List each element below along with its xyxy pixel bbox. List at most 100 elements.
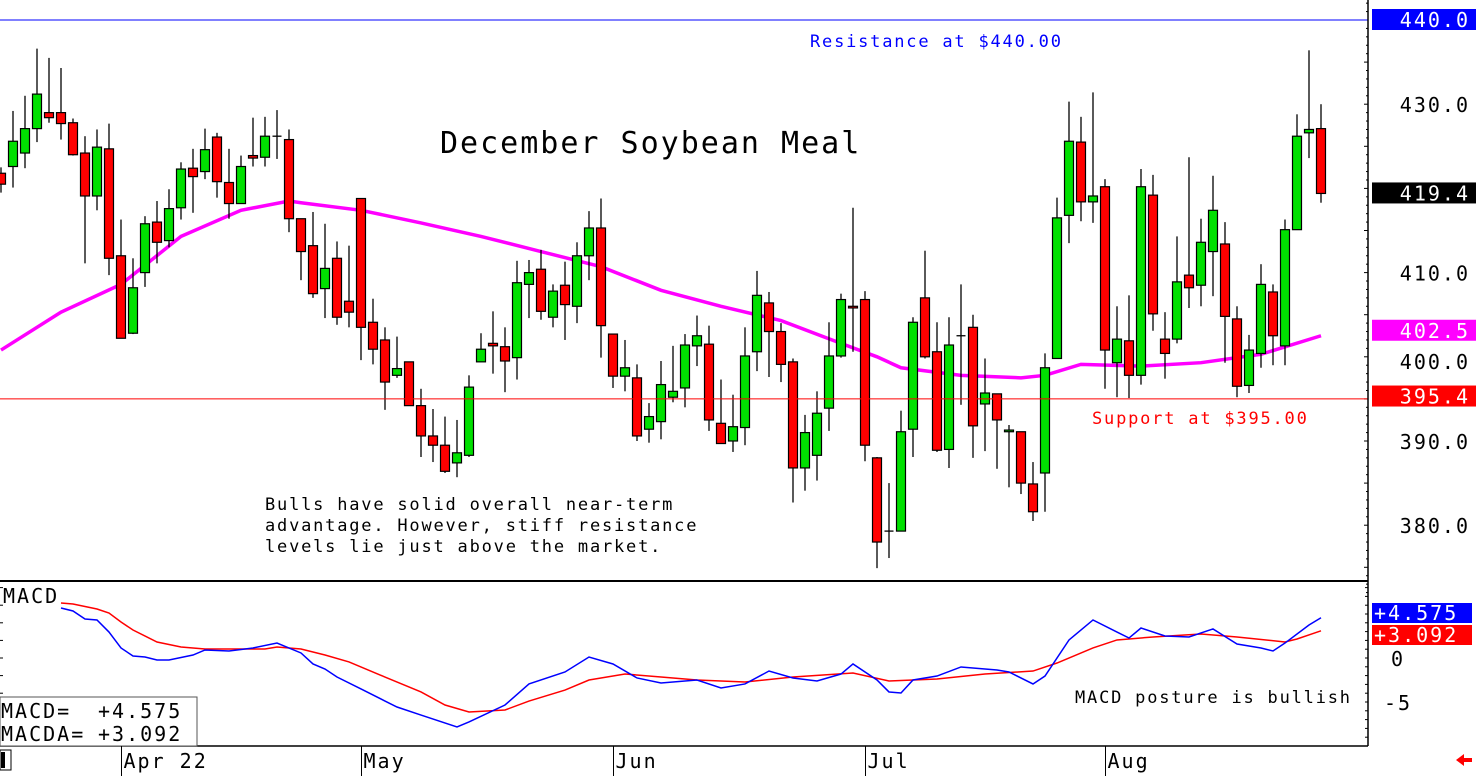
candle	[823, 322, 835, 431]
candle	[943, 317, 955, 468]
candle-body	[859, 298, 871, 446]
candle	[811, 391, 823, 481]
candle	[679, 334, 691, 408]
candle-body	[79, 152, 91, 197]
date-label: Jun	[616, 749, 658, 773]
candle	[991, 393, 1003, 469]
candle-body	[55, 112, 67, 125]
candle-body	[415, 405, 427, 437]
candle-body	[67, 122, 79, 156]
candle	[956, 284, 966, 405]
candle-body	[1075, 141, 1087, 203]
candle	[583, 211, 595, 281]
candle-body	[1291, 135, 1303, 231]
candle-body	[1159, 338, 1171, 355]
candle-body	[1039, 367, 1051, 474]
candle	[499, 327, 511, 393]
candle-body	[1195, 241, 1207, 286]
candle-body	[307, 245, 319, 295]
candle	[631, 364, 643, 441]
candle-body	[427, 435, 439, 446]
candle-body	[463, 386, 475, 456]
candle-body	[919, 297, 931, 358]
candle-body	[1123, 340, 1135, 376]
candle	[727, 394, 739, 452]
candle-body	[1051, 217, 1063, 360]
macd-signal-line	[60, 602, 1322, 713]
macd-tick-label: -5	[1384, 691, 1412, 715]
candle	[1219, 222, 1231, 363]
candle-body	[727, 426, 739, 442]
candle	[163, 189, 175, 248]
candle	[55, 67, 67, 140]
candle	[739, 327, 751, 446]
candle	[1003, 425, 1015, 488]
candle	[319, 223, 331, 319]
candle	[211, 132, 223, 198]
macd-value-tag-box	[1372, 603, 1472, 623]
candle	[391, 336, 403, 378]
candle-body	[583, 227, 595, 257]
candle	[151, 201, 163, 264]
candle	[571, 242, 583, 324]
candle	[643, 403, 655, 443]
scroll-left-arrow-icon[interactable]	[1456, 754, 1472, 766]
candle-body	[751, 294, 763, 353]
candle	[475, 333, 487, 363]
price-tick-label: 380.0	[1400, 514, 1470, 538]
candle-body	[331, 257, 343, 318]
candle	[799, 414, 811, 491]
candle	[223, 148, 235, 219]
candle	[175, 162, 187, 220]
candle	[775, 323, 787, 383]
candle-body	[43, 112, 55, 119]
price-tick-label: 410.0	[1400, 262, 1470, 286]
candle-body	[1315, 128, 1327, 195]
price-tick-400-label: 400.0	[1400, 350, 1470, 374]
candle-body	[847, 305, 859, 309]
candle	[7, 110, 19, 188]
candle	[1099, 179, 1111, 389]
candle-body	[235, 165, 247, 205]
candle-body	[199, 149, 211, 173]
candle-body	[475, 348, 487, 363]
candle	[703, 325, 715, 431]
candle	[307, 211, 319, 298]
ma-value-tag-label: 402.5	[1400, 319, 1470, 343]
candle-body	[1219, 243, 1231, 317]
candle	[79, 136, 91, 264]
candle-body	[775, 330, 787, 365]
scroll-handle[interactable]	[0, 749, 12, 771]
candle-body	[571, 255, 583, 307]
candle	[1027, 462, 1039, 521]
candle-body	[595, 227, 607, 327]
candle-body	[211, 136, 223, 183]
candle	[559, 261, 571, 340]
candle	[1039, 353, 1051, 512]
candle	[379, 327, 391, 410]
candle	[19, 95, 31, 169]
candle-body	[811, 412, 823, 456]
candle	[439, 416, 451, 473]
candle-body	[367, 321, 379, 350]
candle	[139, 216, 151, 287]
candle	[1207, 175, 1219, 297]
macd-annotation: MACD posture is bullish	[1075, 688, 1352, 708]
candle	[187, 148, 199, 213]
candle	[787, 358, 799, 503]
candle	[715, 379, 727, 445]
candle-body	[931, 351, 943, 451]
candle	[235, 155, 247, 205]
candle	[907, 317, 919, 457]
candle	[1063, 101, 1075, 244]
candle-body	[1207, 209, 1219, 253]
candle-body	[1087, 195, 1099, 203]
candle	[295, 218, 307, 281]
candle-body	[0, 172, 7, 185]
annotation-line-3: levels lie just above the market.	[265, 537, 662, 557]
candle	[884, 483, 894, 559]
macda-readout-value: +3.092	[98, 722, 182, 746]
candle	[511, 260, 523, 380]
candle-body	[1243, 349, 1255, 387]
